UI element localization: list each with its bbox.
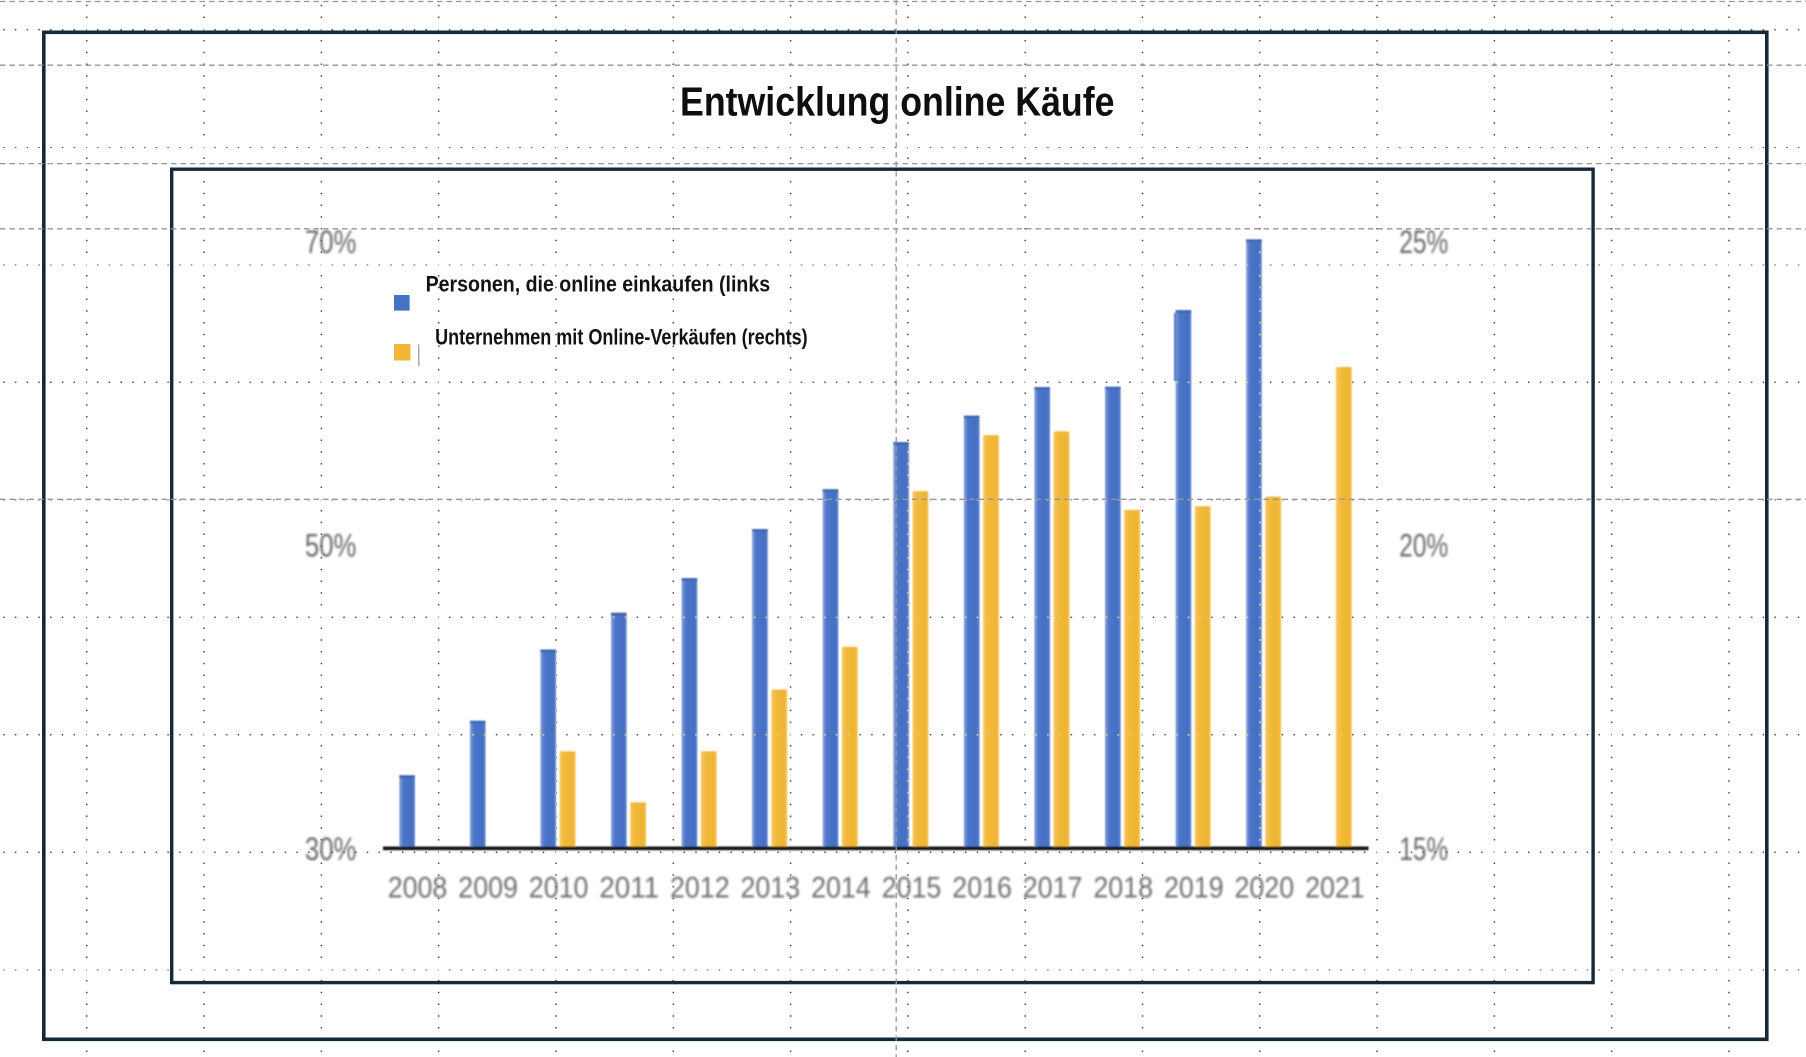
svg-text:2016: 2016: [952, 872, 1012, 905]
svg-text:2009: 2009: [458, 872, 518, 905]
svg-text:2008: 2008: [388, 872, 448, 905]
svg-text:Entwicklung online Käufe: Entwicklung online Käufe: [680, 78, 1115, 124]
svg-text:2012: 2012: [670, 872, 730, 905]
svg-text:20%: 20%: [1399, 527, 1448, 563]
svg-text:2021: 2021: [1305, 872, 1365, 905]
svg-text:2020: 2020: [1235, 872, 1295, 905]
svg-text:2013: 2013: [741, 872, 801, 905]
svg-text:2014: 2014: [811, 872, 871, 905]
svg-text:70%: 70%: [305, 224, 357, 260]
svg-text:2015: 2015: [882, 872, 942, 905]
svg-text:2018: 2018: [1093, 872, 1153, 905]
svg-text:2011: 2011: [599, 872, 659, 905]
svg-text:25%: 25%: [1399, 224, 1448, 260]
svg-text:2019: 2019: [1164, 872, 1224, 905]
svg-text:2010: 2010: [529, 872, 589, 905]
svg-text:Unternehmen mit Online-Verkäuf: Unternehmen mit Online-Verkäufen (rechts…: [435, 324, 808, 349]
svg-text:2017: 2017: [1023, 872, 1083, 905]
svg-text:50%: 50%: [305, 527, 357, 563]
svg-text:30%: 30%: [305, 831, 357, 867]
svg-text:Personen, die online einkaufen: Personen, die online einkaufen (links: [426, 271, 770, 296]
svg-text:15%: 15%: [1399, 831, 1448, 867]
